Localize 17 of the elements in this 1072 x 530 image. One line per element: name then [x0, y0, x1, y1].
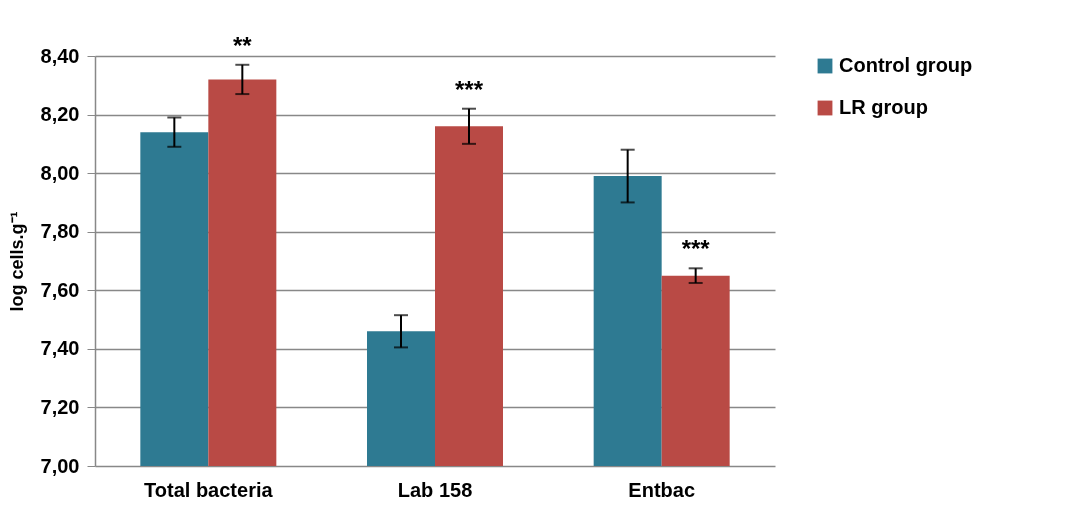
annotation: ***: [681, 235, 711, 263]
annotation: ***: [454, 75, 484, 103]
y-axis-title: log cells.g⁻¹: [6, 211, 27, 312]
legend-label: Control group: [839, 54, 973, 76]
y-tick-label: 8,40: [40, 44, 80, 67]
x-tick-label: Total bacteria: [144, 478, 274, 501]
y-tick-label: 7,00: [40, 454, 80, 477]
y-tick-label: 8,00: [40, 161, 80, 184]
x-tick-label: Lab 158: [397, 478, 473, 501]
y-tick-label: 8,20: [40, 103, 80, 126]
x-tick-label: Entbac: [628, 478, 696, 501]
y-tick-label: 7,20: [40, 395, 80, 418]
y-tick-label: 7,60: [40, 278, 80, 301]
legend-label: LR group: [839, 96, 928, 118]
y-tick-label: 7,40: [40, 337, 80, 360]
y-tick-label: 7,80: [40, 220, 80, 243]
annotation: **: [232, 31, 253, 59]
